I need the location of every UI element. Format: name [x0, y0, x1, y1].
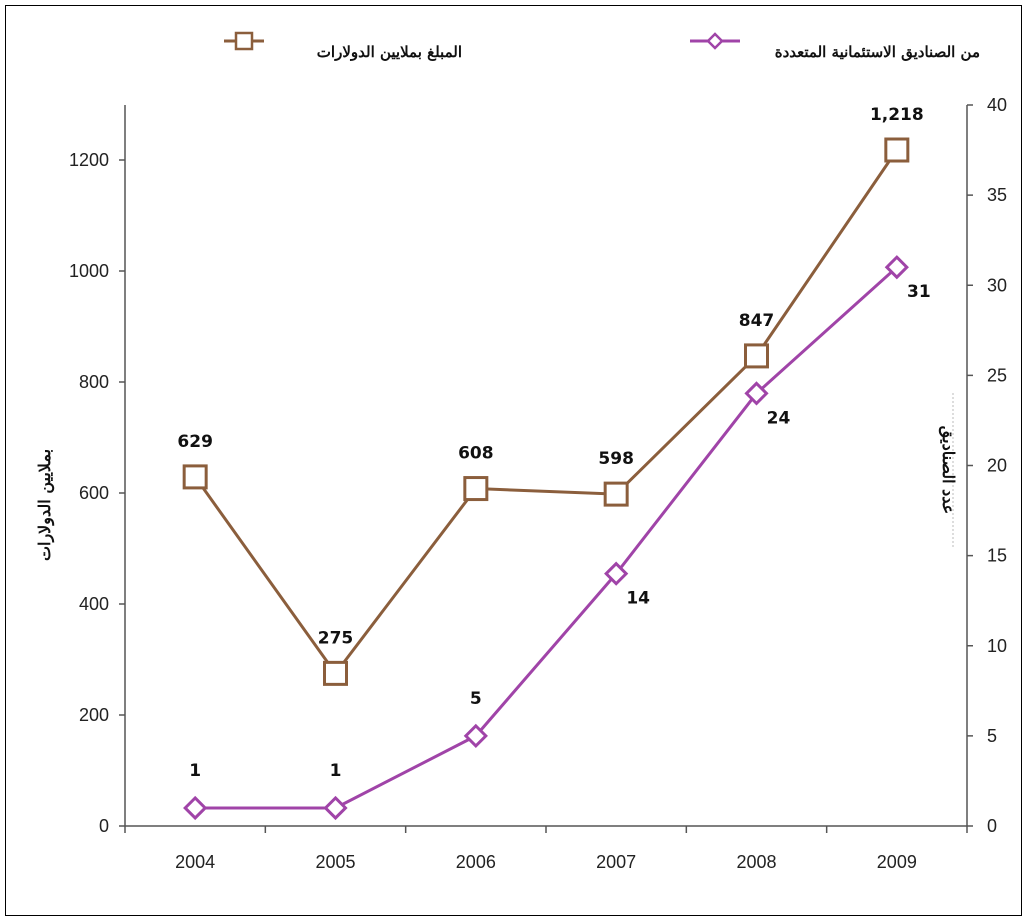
right-tick-label: 20: [987, 456, 1007, 476]
data-label-funds: 24: [767, 408, 791, 428]
left-tick-label: 0: [99, 816, 109, 836]
legend: المبلغ بملايين الدولارات من الصناديق الا…: [224, 31, 980, 61]
x-tick-label: 2005: [315, 852, 355, 872]
left-axis-ticks: 0 200 400 600 800 1000 1200: [69, 150, 125, 836]
data-label-funds: 31: [907, 282, 931, 302]
legend-item-amount: المبلغ بملايين الدولارات: [224, 31, 462, 61]
data-point-funds: [744, 381, 769, 406]
left-tick-label: 200: [79, 705, 109, 725]
series-line-amount: [193, 149, 899, 676]
right-axis-title: عدد الصناديق: [938, 426, 958, 514]
data-point-amount: [463, 476, 489, 502]
x-tick-label: 2009: [877, 852, 917, 872]
data-point-funds: [884, 255, 909, 280]
right-tick-label: 30: [987, 275, 1007, 295]
data-point-funds: [323, 795, 348, 821]
legend-label-amount: المبلغ بملايين الدولارات: [317, 43, 462, 61]
data-label-amount: 275: [318, 628, 354, 648]
data-point-funds: [463, 723, 488, 748]
data-label-amount: 608: [458, 444, 494, 464]
data-label-funds: 1: [189, 761, 201, 781]
left-tick-label: 1200: [69, 150, 109, 170]
x-tick-label: 2006: [456, 852, 496, 872]
right-axis-ticks: 0 5 10 15 20 25 30 35 40: [967, 95, 1007, 836]
data-label-funds: 5: [470, 689, 482, 709]
data-point-funds: [183, 795, 208, 821]
chart-frame: [5, 5, 1022, 916]
data-point-funds: [604, 561, 629, 586]
right-tick-label: 35: [987, 185, 1007, 205]
series-layer: 629 275 608 598 847 1,218 1 1 5 14 24 31: [177, 105, 931, 821]
left-tick-label: 800: [79, 372, 109, 392]
data-point-amount: [744, 343, 769, 369]
data-label-amount: 847: [739, 311, 775, 331]
data-point-amount: [323, 660, 348, 686]
data-point-amount: [182, 464, 208, 490]
data-label-funds: 14: [626, 589, 650, 609]
right-tick-label: 15: [987, 546, 1007, 566]
right-tick-label: 10: [987, 636, 1007, 656]
left-tick-label: 400: [79, 594, 109, 614]
legend-diamond-marker-icon: [706, 32, 724, 50]
data-label-funds: 1: [330, 761, 342, 781]
legend-item-funds: من الصناديق الاستئمانية المتعددة: [690, 32, 980, 61]
data-point-amount: [603, 481, 629, 507]
series-line-funds: [195, 266, 898, 810]
data-point-amount: [884, 137, 910, 163]
x-tick-label: 2008: [736, 852, 776, 872]
data-label-amount: 598: [598, 449, 634, 469]
legend-square-marker-icon: [234, 31, 254, 51]
right-tick-label: 25: [987, 365, 1007, 385]
x-tick-label: 2004: [175, 852, 215, 872]
data-label-amount: 629: [177, 432, 213, 452]
right-tick-label: 40: [987, 95, 1007, 115]
right-tick-label: 0: [987, 816, 997, 836]
left-tick-label: 1000: [69, 261, 109, 281]
left-axis-title: بملايين الدولارات: [35, 449, 55, 561]
data-label-amount: 1,218: [870, 105, 924, 125]
axes: [124, 105, 968, 827]
left-tick-label: 600: [79, 483, 109, 503]
x-tick-label: 2007: [596, 852, 636, 872]
legend-label-funds: من الصناديق الاستئمانية المتعددة: [775, 43, 980, 61]
right-tick-label: 5: [987, 726, 997, 746]
x-axis-ticks: 2004 2005 2006 2007 2008 2009: [124, 826, 968, 872]
